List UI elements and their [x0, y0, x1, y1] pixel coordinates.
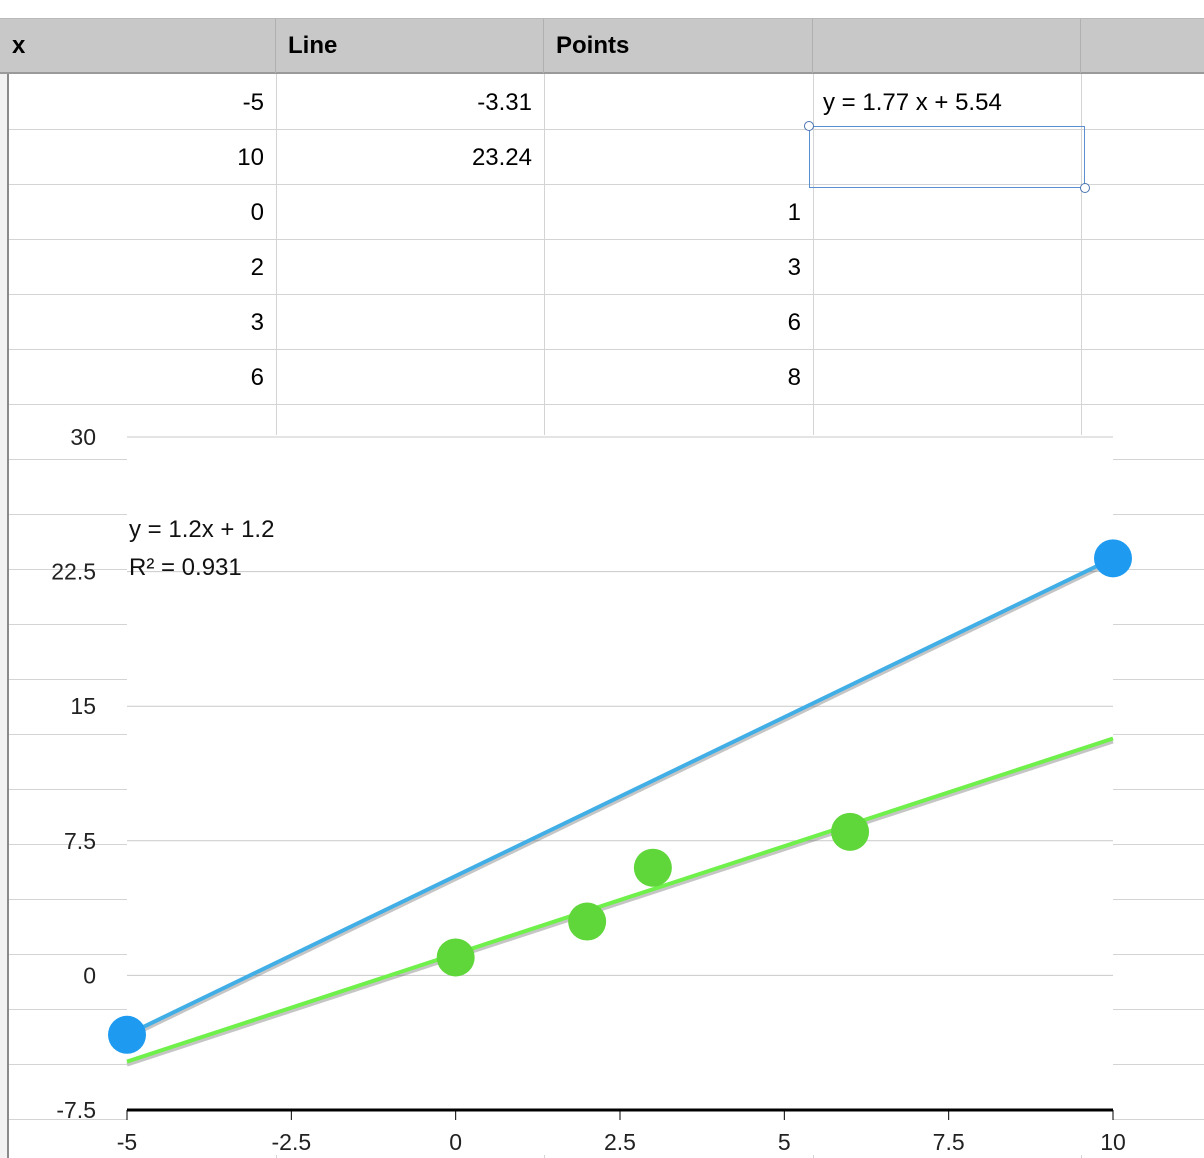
cell-line[interactable]	[276, 186, 544, 240]
data-point[interactable]	[633, 848, 672, 887]
selected-cell-range[interactable]	[809, 126, 1085, 188]
cell-x[interactable]: 6	[250, 364, 264, 391]
data-point[interactable]	[568, 902, 607, 941]
cell-line[interactable]: 23.24	[471, 144, 532, 171]
cell-points[interactable]: 8	[787, 364, 801, 391]
x-tick-label: 5	[778, 1129, 791, 1155]
series-line	[126, 556, 1114, 1037]
series-line-shadow	[126, 559, 1114, 1040]
scatter-chart[interactable]: 30 22.5 15 7.5 0 -7.5 -5 -2.5 0 2.5 5 7.5 10 y = 1.2…	[0, 405, 1204, 1158]
y-tick-label: 7.5	[64, 828, 96, 854]
trendline-shadow	[126, 739, 1114, 1067]
cell-points[interactable]	[544, 131, 813, 185]
row-gutter	[0, 74, 9, 1158]
cell-points[interactable]: 1	[787, 199, 801, 226]
cell-x[interactable]: 3	[250, 309, 264, 336]
cell-points[interactable]: 3	[787, 254, 801, 281]
x-tick-label: 2.5	[604, 1129, 636, 1155]
column-header-line[interactable]: Line	[276, 19, 544, 73]
x-tick-label: 10	[1100, 1129, 1126, 1155]
column-header-x[interactable]: x	[0, 19, 276, 73]
data-point[interactable]	[436, 938, 475, 977]
column-header-points[interactable]: Points	[544, 19, 813, 73]
cell-line[interactable]	[276, 241, 544, 295]
y-tick-label: 15	[70, 693, 96, 719]
row-divider	[9, 404, 1204, 405]
chart-series	[108, 539, 1132, 1067]
cell-x[interactable]: -5	[242, 89, 264, 116]
cell-line[interactable]	[276, 296, 544, 350]
column-header-row: x Line Points	[0, 18, 1204, 74]
data-point[interactable]	[1094, 539, 1132, 578]
row-divider	[9, 129, 1204, 130]
y-tick-label: 30	[70, 424, 96, 450]
selection-handle-bottom-right[interactable]	[1080, 183, 1090, 193]
x-tick-label: -5	[117, 1129, 137, 1155]
trendline-equation: y = 1.2x + 1.2	[129, 516, 274, 543]
selection-handle-top-left[interactable]	[804, 121, 814, 131]
row-divider	[9, 349, 1204, 350]
y-tick-label: 22.5	[51, 559, 96, 585]
y-tick-label: -7.5	[56, 1097, 96, 1123]
column-header-d[interactable]	[813, 19, 1081, 73]
data-point[interactable]	[108, 1015, 146, 1054]
cell-trendline-equation[interactable]: y = 1.77 x + 5.54	[823, 89, 1002, 116]
row-divider	[9, 184, 1204, 185]
column-header-e[interactable]	[1081, 19, 1204, 73]
trendline	[126, 736, 1114, 1064]
data-point[interactable]	[831, 812, 870, 851]
cell-line[interactable]	[276, 351, 544, 405]
chart-gridlines	[127, 436, 1113, 976]
cell-line[interactable]: -3.31	[477, 89, 532, 116]
x-tick-label: 7.5	[933, 1129, 965, 1155]
trendline-r-squared: R² = 0.931	[129, 554, 242, 581]
x-tick-label: -2.5	[272, 1129, 312, 1155]
cell-points[interactable]	[544, 76, 813, 130]
cell-x[interactable]: 2	[250, 254, 264, 281]
cell-x[interactable]: 0	[250, 199, 264, 226]
x-tick-label: 0	[449, 1129, 462, 1155]
row-divider	[9, 294, 1204, 295]
y-tick-label: 0	[83, 962, 96, 988]
cell-x[interactable]: 10	[237, 144, 264, 171]
chart-axes: 30 22.5 15 7.5 0 -7.5 -5 -2.5 0 2.5 5 7.5 10	[51, 424, 1126, 1155]
cell-points[interactable]: 6	[787, 309, 801, 336]
row-divider	[9, 239, 1204, 240]
